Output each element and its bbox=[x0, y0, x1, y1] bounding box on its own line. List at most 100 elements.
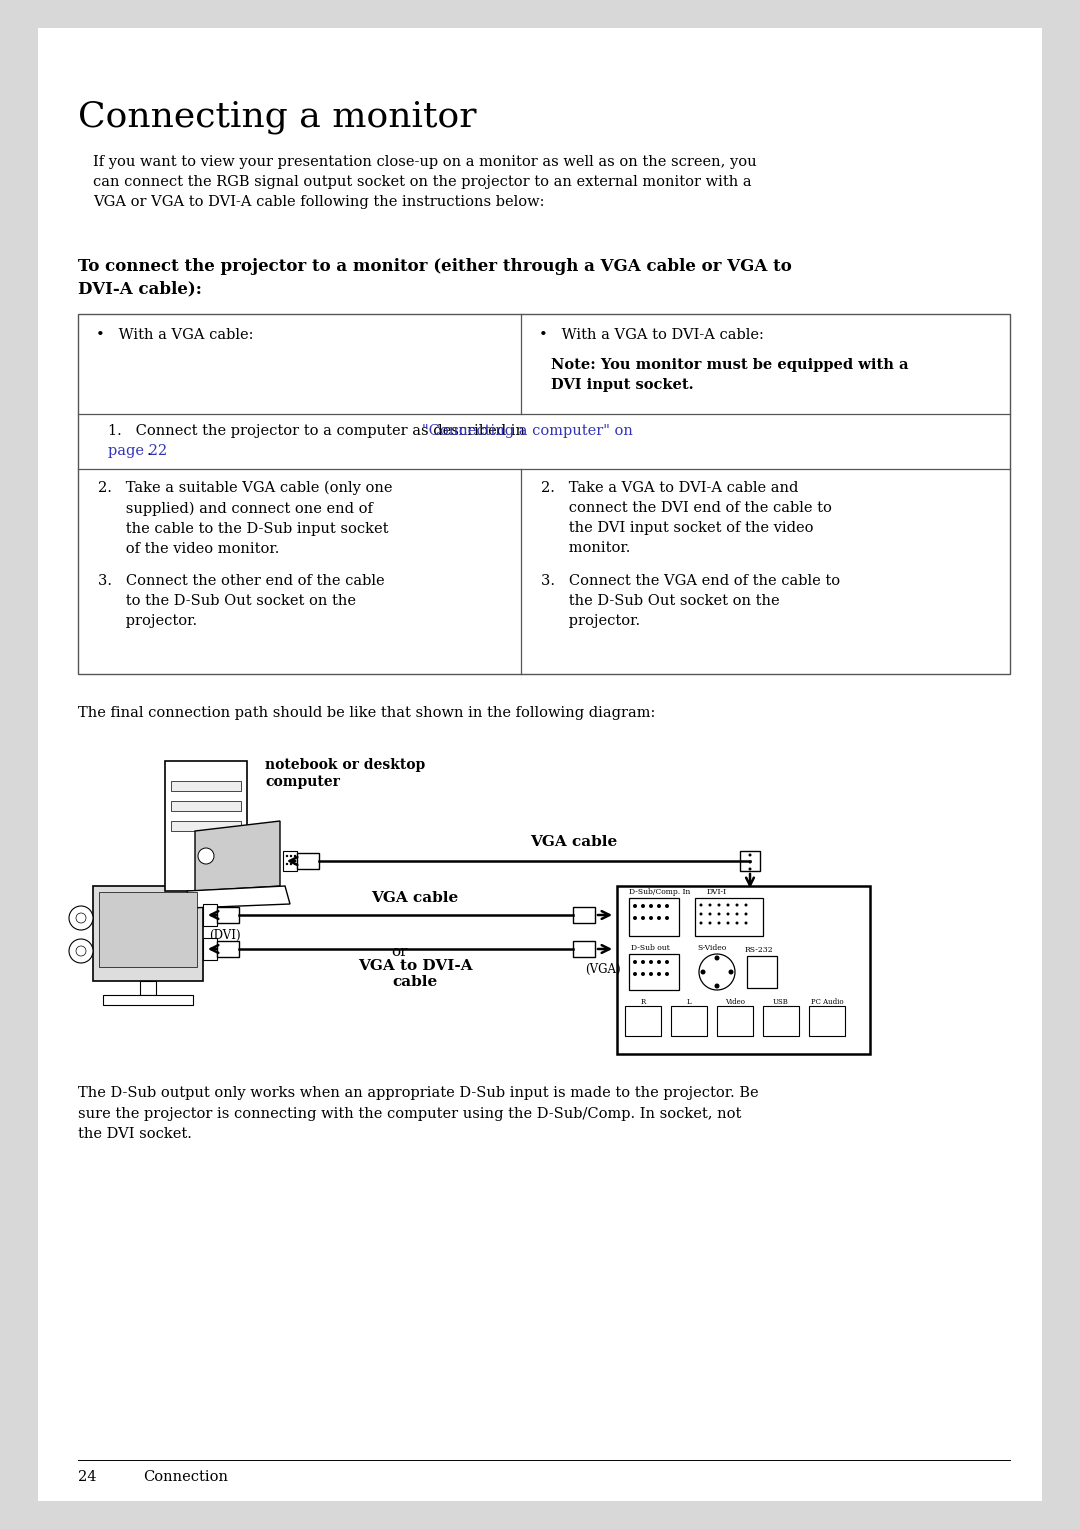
Text: DVI-A cable):: DVI-A cable): bbox=[78, 280, 202, 297]
Text: R: R bbox=[640, 998, 646, 1006]
Circle shape bbox=[748, 867, 752, 870]
Circle shape bbox=[649, 916, 653, 920]
Bar bbox=[717, 1006, 753, 1037]
Circle shape bbox=[665, 972, 669, 976]
Text: 2.   Take a VGA to DVI-A cable and
      connect the DVI end of the cable to
   : 2. Take a VGA to DVI-A cable and connect… bbox=[541, 482, 832, 555]
Text: VGA cable: VGA cable bbox=[372, 891, 459, 905]
Circle shape bbox=[727, 913, 729, 916]
Circle shape bbox=[729, 969, 733, 974]
Bar bbox=[747, 956, 777, 988]
Circle shape bbox=[727, 904, 729, 907]
Text: Note: You monitor must be equipped with a: Note: You monitor must be equipped with … bbox=[551, 358, 908, 372]
Bar bbox=[171, 781, 241, 790]
Text: 3.   Connect the other end of the cable
      to the D-Sub Out socket on the
   : 3. Connect the other end of the cable to… bbox=[98, 573, 384, 628]
Circle shape bbox=[286, 862, 288, 865]
Text: Connecting a monitor: Connecting a monitor bbox=[78, 99, 476, 135]
Circle shape bbox=[708, 913, 712, 916]
Circle shape bbox=[665, 960, 669, 963]
Circle shape bbox=[700, 922, 702, 925]
Bar bbox=[283, 852, 297, 872]
Circle shape bbox=[708, 904, 712, 907]
Text: notebook or desktop
computer: notebook or desktop computer bbox=[265, 758, 426, 789]
Bar bbox=[629, 954, 679, 989]
Bar bbox=[103, 995, 193, 1005]
Text: DVI-I: DVI-I bbox=[707, 888, 727, 896]
Circle shape bbox=[717, 922, 720, 925]
Text: S-Video: S-Video bbox=[697, 943, 726, 953]
Circle shape bbox=[657, 972, 661, 976]
Text: page 22: page 22 bbox=[108, 443, 167, 459]
Circle shape bbox=[700, 913, 702, 916]
Text: To connect the projector to a monitor (either through a VGA cable or VGA to: To connect the projector to a monitor (e… bbox=[78, 258, 792, 275]
Circle shape bbox=[294, 862, 296, 865]
Text: .: . bbox=[147, 443, 151, 459]
Circle shape bbox=[642, 972, 645, 976]
Bar bbox=[740, 852, 760, 872]
Circle shape bbox=[289, 862, 293, 865]
Text: 2.   Take a suitable VGA cable (only one
      supplied) and connect one end of
: 2. Take a suitable VGA cable (only one s… bbox=[98, 482, 392, 557]
Bar bbox=[297, 853, 319, 868]
Text: •   With a VGA cable:: • With a VGA cable: bbox=[96, 329, 254, 342]
Text: VGA to DVI-A
cable: VGA to DVI-A cable bbox=[357, 959, 472, 989]
Text: USB: USB bbox=[773, 998, 788, 1006]
Bar bbox=[629, 898, 679, 936]
Circle shape bbox=[69, 907, 93, 930]
Circle shape bbox=[198, 849, 214, 864]
Circle shape bbox=[286, 855, 288, 858]
Bar bbox=[573, 940, 595, 957]
Circle shape bbox=[748, 861, 752, 864]
Text: (VGA): (VGA) bbox=[585, 963, 621, 976]
Circle shape bbox=[642, 904, 645, 908]
Bar bbox=[671, 1006, 707, 1037]
Circle shape bbox=[744, 904, 747, 907]
Text: 3.   Connect the VGA end of the cable to
      the D-Sub Out socket on the
     : 3. Connect the VGA end of the cable to t… bbox=[541, 573, 840, 628]
Circle shape bbox=[289, 855, 293, 858]
Text: (DVI): (DVI) bbox=[210, 930, 241, 942]
Text: The final connection path should be like that shown in the following diagram:: The final connection path should be like… bbox=[78, 706, 656, 720]
Circle shape bbox=[708, 922, 712, 925]
Text: or: or bbox=[392, 945, 408, 959]
Bar bbox=[165, 761, 247, 891]
Circle shape bbox=[700, 904, 702, 907]
Circle shape bbox=[748, 853, 752, 856]
Circle shape bbox=[744, 922, 747, 925]
Bar bbox=[99, 891, 197, 966]
Circle shape bbox=[642, 916, 645, 920]
Text: 1.   Connect the projector to a computer as described in: 1. Connect the projector to a computer a… bbox=[108, 424, 529, 437]
Bar bbox=[573, 907, 595, 924]
Text: "Connecting a computer" on: "Connecting a computer" on bbox=[421, 424, 633, 437]
Circle shape bbox=[76, 946, 86, 956]
Text: 24: 24 bbox=[78, 1469, 96, 1485]
Circle shape bbox=[642, 960, 645, 963]
Circle shape bbox=[665, 916, 669, 920]
Text: The D-Sub output only works when an appropriate D-Sub input is made to the proje: The D-Sub output only works when an appr… bbox=[78, 1086, 758, 1141]
Circle shape bbox=[701, 969, 705, 974]
Circle shape bbox=[665, 904, 669, 908]
Text: Video: Video bbox=[725, 998, 745, 1006]
Circle shape bbox=[715, 956, 719, 960]
Text: D-Sub out: D-Sub out bbox=[631, 943, 670, 953]
Circle shape bbox=[735, 904, 739, 907]
Bar bbox=[762, 1006, 799, 1037]
Circle shape bbox=[76, 913, 86, 924]
Circle shape bbox=[294, 855, 296, 858]
Bar bbox=[217, 907, 239, 924]
Text: If you want to view your presentation close-up on a monitor as well as on the sc: If you want to view your presentation cl… bbox=[93, 154, 757, 209]
Circle shape bbox=[717, 904, 720, 907]
Text: Connection: Connection bbox=[143, 1469, 228, 1485]
Bar bbox=[203, 904, 217, 927]
Circle shape bbox=[633, 916, 637, 920]
Circle shape bbox=[715, 983, 719, 989]
Text: L: L bbox=[687, 998, 691, 1006]
Circle shape bbox=[699, 954, 735, 989]
Bar bbox=[696, 898, 762, 936]
Circle shape bbox=[744, 913, 747, 916]
Circle shape bbox=[633, 972, 637, 976]
Bar bbox=[625, 1006, 661, 1037]
Bar bbox=[617, 885, 870, 1053]
Circle shape bbox=[727, 922, 729, 925]
Text: VGA cable: VGA cable bbox=[530, 835, 618, 849]
Circle shape bbox=[657, 916, 661, 920]
Text: D-Sub/Comp. In: D-Sub/Comp. In bbox=[629, 888, 690, 896]
Circle shape bbox=[649, 904, 653, 908]
